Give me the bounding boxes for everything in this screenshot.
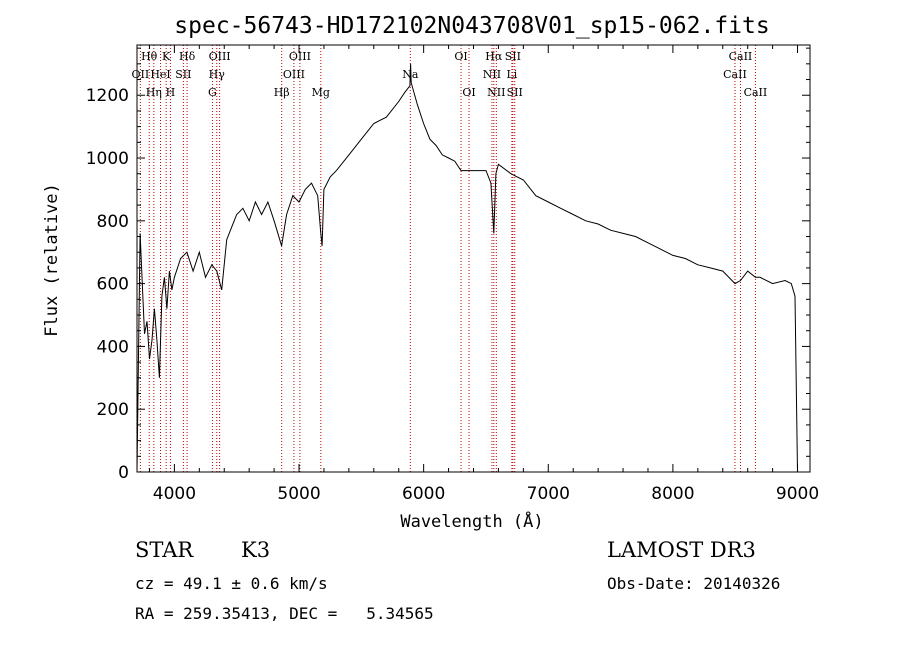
line-marker-label: OIII — [283, 68, 305, 81]
line-marker-label: Hη — [146, 86, 162, 99]
survey-name: LAMOST DR3 — [607, 538, 756, 562]
object-class: STAR — [135, 538, 194, 562]
line-marker-label: SII — [507, 86, 523, 99]
line-marker-label: CaII — [744, 86, 768, 99]
line-markers — [139, 45, 756, 472]
y-axis-label: Flux (relative) — [42, 183, 62, 337]
ra-dec-coordinates: RA = 259.35413, DEC = 5.34565 — [135, 604, 434, 623]
line-marker-label: Hβ — [274, 86, 290, 99]
line-marker-label: G — [208, 86, 217, 99]
line-marker-label: OIII — [209, 50, 231, 63]
line-marker-label: NII — [483, 68, 501, 81]
y-tick-label: 800 — [97, 212, 129, 232]
x-tick-label: 8000 — [651, 484, 694, 504]
line-marker-label: H — [166, 86, 176, 99]
line-marker-label: OII — [132, 68, 150, 81]
line-marker-label: Hδ — [179, 50, 196, 63]
line-marker-label: K — [162, 50, 171, 63]
line-marker-label: CaII — [723, 68, 747, 81]
line-marker-label: Hθ — [141, 50, 158, 63]
chart-title: spec-56743-HD172102N043708V01_sp15-062.f… — [174, 13, 769, 39]
line-marker-label: HeI — [150, 68, 170, 81]
object-subclass: K3 — [241, 538, 271, 562]
line-marker-label: Li — [506, 68, 517, 81]
observation-date: Obs-Date: 20140326 — [607, 574, 781, 593]
redshift-velocity: cz = 49.1 ± 0.6 km/s — [135, 574, 328, 593]
y-tick-label: 1200 — [86, 86, 129, 106]
x-tick-label: 7000 — [527, 484, 570, 504]
line-marker-label: SII — [505, 50, 521, 63]
line-marker-label: Hγ — [209, 68, 226, 81]
line-marker-label: OI — [462, 86, 475, 99]
plot-frame — [136, 44, 811, 473]
y-axis-ticks: 0 200 400 600 800 1000 1200 — [86, 47, 810, 483]
x-tick-label: 5000 — [277, 484, 320, 504]
line-marker-label: CaII — [729, 50, 753, 63]
x-axis-ticks: 4000 5000 6000 7000 8000 9000 — [148, 45, 819, 504]
line-marker-label: Mg — [312, 86, 330, 99]
x-tick-label: 4000 — [153, 484, 196, 504]
y-tick-label: 200 — [97, 400, 129, 420]
spectrum-line — [136, 63, 798, 473]
x-axis-label: Wavelength (Å) — [400, 510, 543, 532]
x-tick-label: 6000 — [402, 484, 445, 504]
line-marker-label: NII — [487, 86, 505, 99]
line-marker-label: OI — [454, 50, 467, 63]
y-tick-label: 600 — [97, 275, 129, 295]
line-marker-label: SII — [175, 68, 191, 81]
line-marker-label: OIII — [289, 50, 311, 63]
line-marker-label: Hα — [485, 50, 503, 63]
y-tick-label: 1000 — [86, 149, 129, 169]
y-tick-label: 0 — [118, 463, 129, 483]
y-tick-label: 400 — [97, 337, 129, 357]
x-tick-label: 9000 — [776, 484, 819, 504]
